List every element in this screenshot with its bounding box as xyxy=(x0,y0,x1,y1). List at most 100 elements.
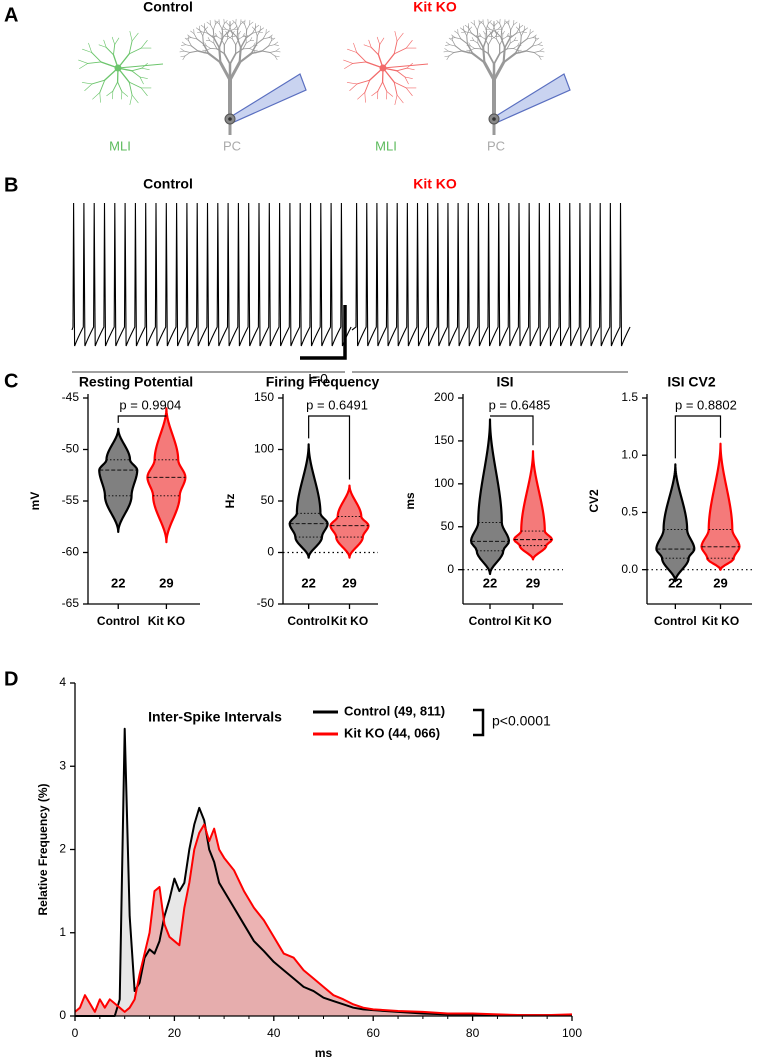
violin xyxy=(288,443,329,559)
dendrite xyxy=(232,20,237,24)
dendrite xyxy=(268,44,275,47)
dendrite xyxy=(180,55,186,58)
dendrite xyxy=(499,38,504,46)
chart-title: ISI xyxy=(496,374,513,390)
y-axis-label: ms xyxy=(403,492,417,510)
dendrite xyxy=(461,28,466,33)
dendrite xyxy=(525,45,533,52)
sample-size: 29 xyxy=(342,575,356,590)
dendrite xyxy=(513,21,518,26)
dendrite xyxy=(268,34,273,38)
dendrite xyxy=(253,42,256,47)
dendrite xyxy=(139,76,144,85)
dendrite xyxy=(526,37,534,40)
dendrite xyxy=(219,30,222,35)
x-tick-label: Kit KO xyxy=(331,614,368,628)
y-tick-label: 150 xyxy=(254,390,274,404)
chart-title: Inter-Spike Intervals xyxy=(148,709,282,725)
dendrite xyxy=(487,20,492,24)
y-tick-label: 50 xyxy=(441,519,455,533)
dendrite xyxy=(495,30,502,38)
dendrite xyxy=(515,26,520,31)
dendrite xyxy=(271,37,276,42)
dendrite xyxy=(357,92,366,100)
dendrite xyxy=(191,45,199,52)
dendrite xyxy=(189,50,199,54)
y-tick-label: 100 xyxy=(434,476,454,490)
dendrite xyxy=(114,37,120,45)
dendrite xyxy=(211,34,215,39)
dendrite xyxy=(213,42,218,50)
sample-size: 22 xyxy=(111,575,125,590)
dendrite xyxy=(131,94,139,104)
dendrite xyxy=(186,37,192,39)
dendrite xyxy=(520,30,525,37)
dendrite xyxy=(450,37,456,39)
dendrite xyxy=(261,50,271,54)
dendrite xyxy=(245,34,249,39)
dendrite xyxy=(140,40,148,49)
y-axis-label: Hz xyxy=(223,494,237,509)
dendrite xyxy=(505,20,509,25)
dendrite xyxy=(492,36,497,40)
dendrite xyxy=(129,30,133,42)
dendrite xyxy=(197,31,202,33)
significance-bracket xyxy=(490,415,534,446)
dendrite xyxy=(121,91,129,97)
dendrite xyxy=(131,67,143,72)
dendrite xyxy=(405,87,413,96)
dendrite xyxy=(250,50,263,55)
dendrite xyxy=(200,24,205,29)
dendrite xyxy=(128,40,133,55)
dendrite xyxy=(455,45,463,52)
mli-cell xyxy=(78,30,164,106)
y-tick-label: -45 xyxy=(62,390,80,404)
dendrite xyxy=(197,50,210,55)
x-tick-label: Kit KO xyxy=(702,614,739,628)
dendrite xyxy=(249,21,254,26)
dendrite xyxy=(240,21,245,25)
y-tick-label: 50 xyxy=(261,493,275,507)
dendrite xyxy=(508,23,512,31)
dendrite xyxy=(103,39,107,48)
dendrite xyxy=(246,24,250,31)
dendrite xyxy=(449,44,456,47)
nucleus xyxy=(492,117,496,121)
dendrite xyxy=(509,34,513,39)
dendrite xyxy=(500,30,504,35)
dendrite xyxy=(212,29,215,39)
dendrite xyxy=(215,33,218,37)
dendrite xyxy=(370,46,379,56)
dendrite xyxy=(218,36,224,49)
dendrite xyxy=(393,40,398,55)
dendrite xyxy=(179,50,185,53)
dendrite xyxy=(240,37,247,49)
dendrite xyxy=(509,40,515,44)
dendrite xyxy=(206,45,211,49)
dendrite xyxy=(244,34,247,39)
dendrite xyxy=(496,38,501,46)
dendrite xyxy=(452,40,456,47)
dendrite xyxy=(405,40,413,49)
dendrite xyxy=(183,50,191,53)
dendrite xyxy=(230,30,233,35)
purkinje-cell xyxy=(443,18,571,135)
dendrite xyxy=(236,28,239,38)
dendrite xyxy=(92,92,101,100)
scale-bar xyxy=(300,305,347,360)
dendrite xyxy=(201,31,208,34)
dendrite xyxy=(242,33,245,37)
dendrite xyxy=(538,44,543,46)
y-axis-label: Relative Frequency (%) xyxy=(36,783,50,915)
dendrite xyxy=(218,60,232,82)
sample-size: 29 xyxy=(713,575,727,590)
dendrite xyxy=(216,36,222,40)
pipette xyxy=(231,73,307,123)
dendrite xyxy=(205,48,211,51)
dendrite xyxy=(215,21,220,25)
dendrite xyxy=(446,55,450,61)
p-value: p = 0.6491 xyxy=(306,397,368,412)
dendrite xyxy=(529,30,534,34)
dendrite xyxy=(255,24,260,29)
dendrite xyxy=(105,46,114,56)
